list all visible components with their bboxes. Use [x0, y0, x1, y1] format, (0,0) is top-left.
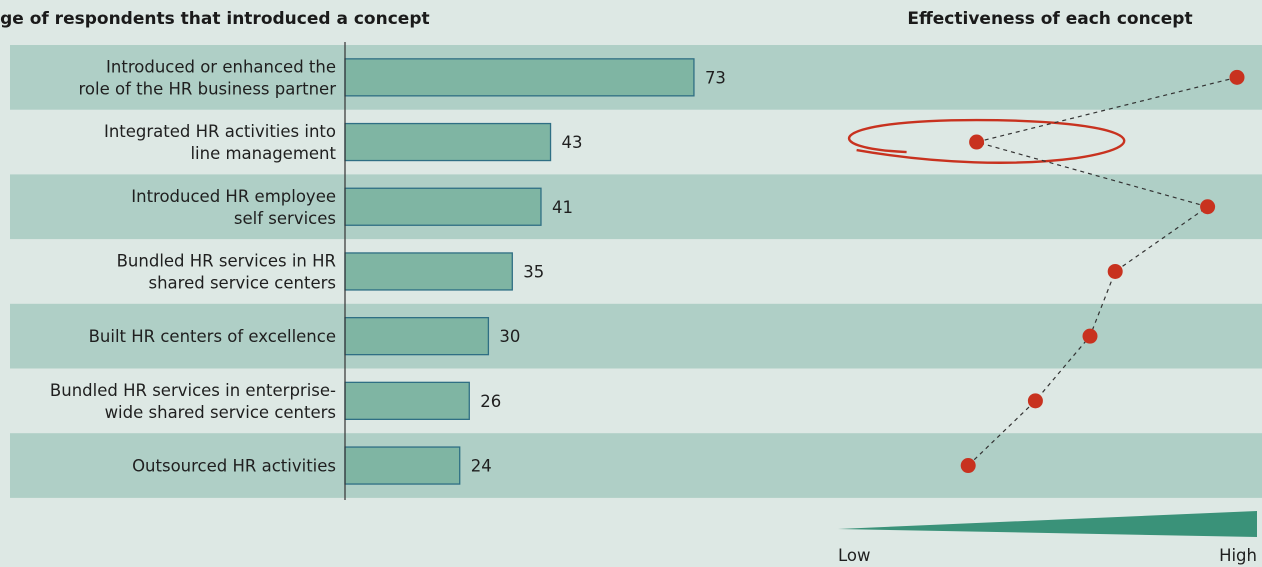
- effectiveness-point: [960, 458, 976, 474]
- category-label: shared service centers: [149, 273, 337, 292]
- effectiveness-point: [1082, 328, 1098, 344]
- effectiveness-point: [1200, 199, 1216, 215]
- category-label: Bundled HR services in HR: [117, 251, 336, 270]
- category-label: Introduced HR employee: [131, 187, 336, 206]
- value-labels: 73 43 41 35 30 26 24: [471, 68, 726, 475]
- bar-value-label: 35: [523, 262, 544, 281]
- row-band: [10, 433, 1262, 498]
- bar-value-label: 43: [562, 133, 583, 152]
- bar: [344, 58, 695, 97]
- category-label: Integrated HR activities into: [104, 122, 336, 141]
- category-label: wide shared service centers: [105, 403, 336, 422]
- bar: [344, 122, 552, 162]
- effectiveness-title: Effectiveness of each concept: [907, 9, 1192, 29]
- category-labels: Introduced or enhanced the role of the HR…: [50, 57, 337, 475]
- effectiveness-line: [967, 76, 1238, 466]
- bar-value-label: 24: [471, 457, 492, 476]
- effectiveness-points: [847, 69, 1245, 474]
- bar-chart-title: Percentage of respondents that introduce…: [0, 9, 430, 29]
- effectiveness-point: [1027, 393, 1043, 409]
- highlight-ring: [847, 118, 1126, 164]
- category-label: Built HR centers of excellence: [89, 327, 336, 346]
- bar-value-label: 30: [499, 327, 520, 346]
- category-label: line management: [190, 144, 336, 163]
- row-band: [10, 303, 1262, 369]
- bar: [344, 381, 470, 421]
- bar-value-label: 26: [480, 392, 501, 411]
- category-label: self services: [234, 209, 336, 228]
- category-label: role of the HR business partner: [79, 79, 337, 98]
- effectiveness-point: [1229, 69, 1245, 85]
- bars: [344, 58, 695, 485]
- bar-value-label: 73: [705, 68, 726, 87]
- category-label: Bundled HR services in enterprise-: [50, 381, 336, 400]
- bar-value-label: 41: [552, 198, 573, 217]
- row-band: [10, 174, 1262, 240]
- effectiveness-scale-wedge: [838, 511, 1257, 537]
- bar: [344, 187, 542, 226]
- category-label: Introduced or enhanced the: [106, 57, 336, 76]
- bar: [344, 316, 490, 356]
- effectiveness-point: [969, 134, 985, 150]
- bar: [344, 252, 513, 291]
- scale-high-label: High: [1219, 546, 1257, 565]
- row-bands: [10, 45, 1262, 498]
- scale-low-label: Low: [838, 546, 871, 565]
- category-label: Outsourced HR activities: [132, 457, 336, 476]
- effectiveness-point: [1107, 263, 1123, 279]
- bar: [344, 446, 461, 485]
